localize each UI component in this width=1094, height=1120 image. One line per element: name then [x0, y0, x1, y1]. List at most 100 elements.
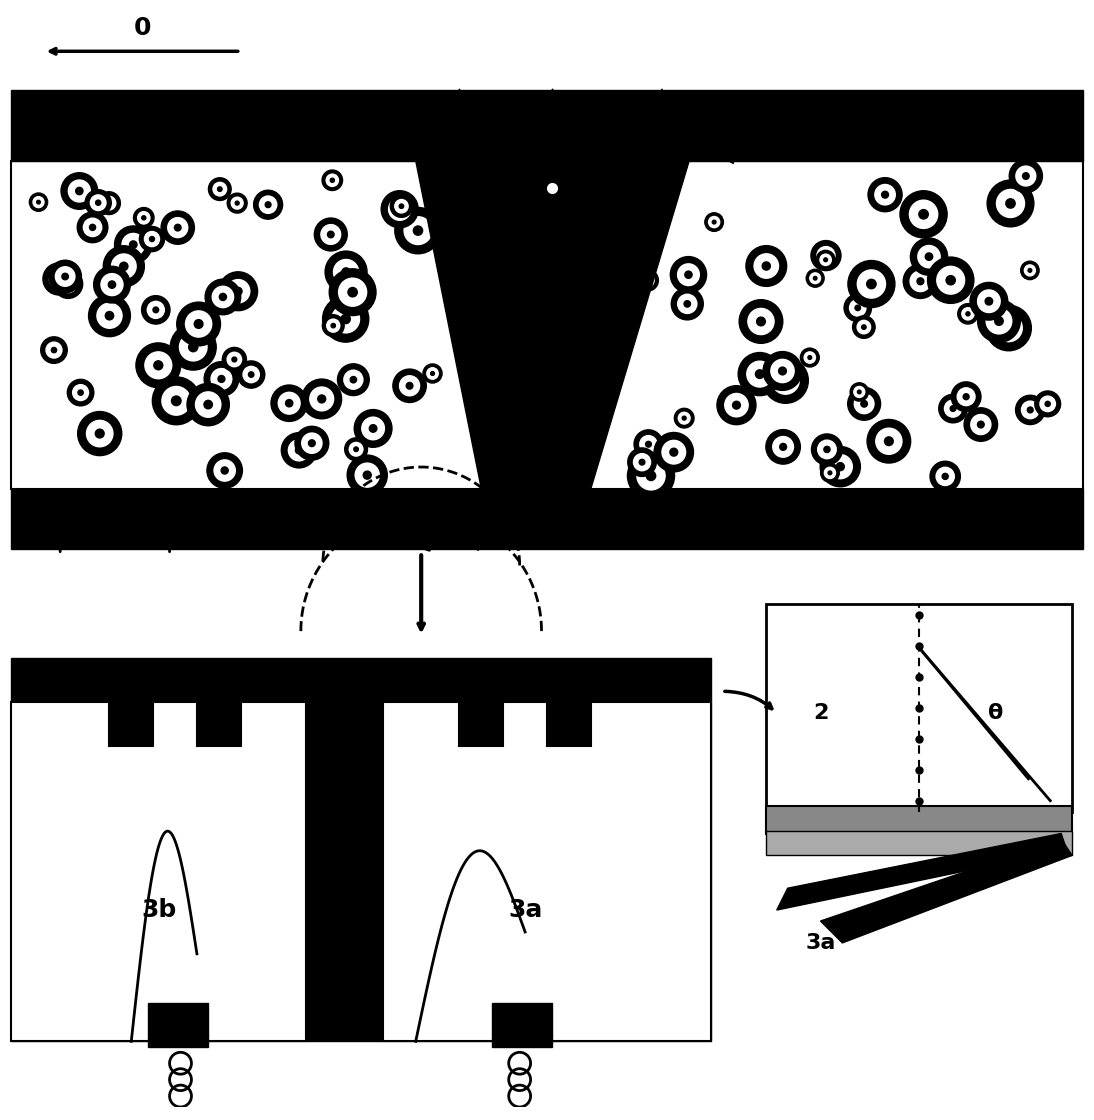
Circle shape — [205, 362, 238, 396]
Circle shape — [234, 288, 242, 295]
Circle shape — [153, 307, 159, 312]
Circle shape — [1005, 198, 1015, 208]
Circle shape — [1027, 407, 1033, 413]
Circle shape — [764, 352, 802, 391]
Circle shape — [329, 269, 376, 316]
Circle shape — [396, 205, 404, 213]
Circle shape — [222, 347, 246, 372]
Circle shape — [875, 185, 895, 205]
Circle shape — [824, 258, 827, 262]
Circle shape — [61, 172, 97, 209]
Circle shape — [196, 392, 221, 418]
Circle shape — [399, 376, 420, 395]
Circle shape — [179, 334, 207, 361]
Polygon shape — [11, 702, 306, 1042]
Circle shape — [779, 367, 787, 375]
Circle shape — [348, 288, 358, 297]
Circle shape — [211, 368, 232, 390]
Circle shape — [323, 315, 345, 336]
Circle shape — [350, 376, 357, 383]
Circle shape — [1022, 401, 1039, 419]
Circle shape — [177, 302, 221, 346]
Circle shape — [399, 204, 404, 208]
Circle shape — [705, 213, 723, 232]
Bar — [492, 1004, 552, 1047]
Circle shape — [66, 281, 71, 287]
Circle shape — [928, 258, 974, 304]
Circle shape — [395, 207, 441, 254]
Circle shape — [248, 372, 254, 377]
Circle shape — [141, 296, 170, 324]
Circle shape — [828, 455, 852, 478]
Circle shape — [235, 202, 240, 205]
Circle shape — [363, 472, 371, 479]
Circle shape — [978, 290, 1000, 312]
Polygon shape — [591, 664, 635, 702]
Circle shape — [857, 320, 871, 334]
Text: 5: 5 — [463, 92, 478, 112]
Circle shape — [848, 261, 895, 308]
Circle shape — [451, 176, 458, 184]
Circle shape — [191, 407, 195, 410]
Polygon shape — [459, 664, 503, 702]
Circle shape — [997, 189, 1024, 217]
Circle shape — [107, 200, 112, 205]
Text: 0: 0 — [133, 17, 151, 40]
Circle shape — [858, 270, 885, 298]
Circle shape — [816, 251, 835, 269]
Circle shape — [437, 161, 474, 198]
Circle shape — [757, 317, 766, 326]
Circle shape — [427, 367, 439, 380]
Circle shape — [40, 337, 67, 363]
Circle shape — [161, 211, 195, 244]
Circle shape — [356, 463, 380, 487]
Bar — [11, 489, 1083, 549]
Circle shape — [951, 405, 956, 411]
Circle shape — [354, 410, 392, 447]
Circle shape — [674, 409, 694, 428]
Circle shape — [628, 452, 675, 500]
Circle shape — [1045, 401, 1050, 407]
Circle shape — [381, 190, 418, 227]
Circle shape — [904, 264, 938, 298]
Text: 1: 1 — [28, 494, 44, 514]
Circle shape — [95, 200, 101, 205]
Circle shape — [108, 281, 116, 288]
Circle shape — [195, 319, 203, 328]
Bar — [11, 659, 711, 1042]
Circle shape — [94, 267, 130, 302]
Circle shape — [393, 370, 427, 402]
Circle shape — [1035, 391, 1060, 417]
Circle shape — [136, 343, 181, 388]
Circle shape — [97, 192, 120, 215]
Circle shape — [314, 218, 347, 251]
Circle shape — [820, 254, 831, 265]
Circle shape — [962, 308, 974, 320]
Circle shape — [756, 370, 764, 379]
Circle shape — [882, 192, 888, 198]
Circle shape — [823, 253, 829, 259]
Circle shape — [970, 282, 1008, 320]
Circle shape — [59, 276, 77, 292]
Circle shape — [226, 280, 249, 302]
Circle shape — [150, 236, 154, 242]
Bar — [766, 831, 1072, 856]
Circle shape — [970, 414, 991, 435]
Circle shape — [281, 432, 316, 468]
Circle shape — [321, 225, 340, 244]
Circle shape — [331, 305, 360, 333]
Circle shape — [327, 231, 334, 237]
Circle shape — [645, 441, 651, 447]
Circle shape — [133, 207, 154, 228]
Circle shape — [186, 311, 212, 337]
Circle shape — [362, 417, 384, 440]
Circle shape — [641, 274, 654, 287]
Circle shape — [90, 224, 95, 231]
Circle shape — [323, 296, 369, 342]
Text: 3b: 3b — [141, 898, 176, 922]
Circle shape — [754, 254, 779, 278]
Circle shape — [341, 315, 350, 324]
Circle shape — [72, 384, 89, 401]
Polygon shape — [547, 664, 591, 702]
Circle shape — [171, 324, 217, 370]
